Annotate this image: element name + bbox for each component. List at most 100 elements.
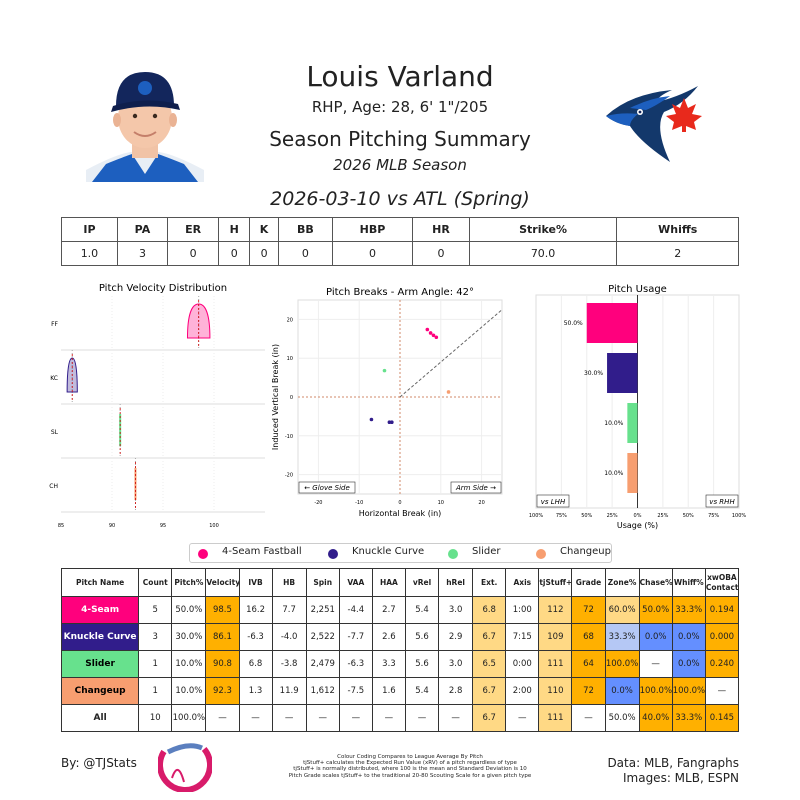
pitch-metric-cell: 33.3% <box>671 596 706 624</box>
stats-value-cell: 0 <box>412 241 470 266</box>
pitch-metric-cell: 112 <box>538 596 573 624</box>
pitch-table-header-cell: VAA <box>338 568 373 597</box>
footnote-line: tjStuff+ calculates the Expected Run Val… <box>303 760 517 767</box>
stats-header-row: IP PA ER H K BB HBP HR Strike% Whiffs <box>61 217 739 242</box>
pitch-metric-cell: 6.8 <box>238 650 273 678</box>
pitch-metric-cell: 5 <box>138 596 173 624</box>
pitch-metric-cell: -6.3 <box>238 623 273 651</box>
arm-side-label: Arm Side → <box>455 484 496 492</box>
pitch-metric-cell: — <box>404 704 440 732</box>
velocity-row-label: CH <box>49 483 58 490</box>
break-point <box>446 390 451 394</box>
usage-bar-label: 30.0% <box>584 370 603 377</box>
pitch-metric-cell: 50.0% <box>171 596 207 624</box>
legend-marker <box>448 549 458 559</box>
velocity-x-tick: 95 <box>160 523 166 529</box>
pitch-metric-cell: 109 <box>538 623 573 651</box>
pitch-metric-cell: — <box>238 704 273 732</box>
pitch-metric-cell: 90.8 <box>205 650 240 678</box>
pitch-metric-cell: 72 <box>571 596 606 624</box>
tjstats-logo <box>158 738 212 792</box>
pitch-metric-cell: 3.3 <box>371 650 406 678</box>
vs-rhh-box <box>705 494 739 508</box>
season-label: 2026 MLB Season <box>333 156 467 174</box>
pitch-table-header-cell: HB <box>271 568 307 597</box>
pitch-breaks-chart: Pitch Breaks - Arm Angle: 42° -20 -10 0 10 20… <box>271 287 503 518</box>
usage-chart-title: Pitch Usage <box>608 284 667 295</box>
legend-marker <box>198 549 208 559</box>
pitch-metric-cell: 1:00 <box>505 596 540 624</box>
glove-side-label: ← Glove Side <box>304 484 350 492</box>
pitch-table-header-cell: Spin <box>305 568 340 597</box>
pitch-usage-chart: Pitch Usage 50.0% 30.0% 10.0% 10.0% 100% 75% 50… <box>529 284 747 530</box>
pitch-table-header-cell: Ext. <box>472 568 507 597</box>
velocity-row-label: SL <box>51 429 59 436</box>
pitch-metric-cell: 3 <box>138 623 173 651</box>
usage-bar-label: 10.0% <box>604 420 623 427</box>
usage-bar-label: 10.0% <box>604 470 623 477</box>
player-info: RHP, Age: 28, 6' 1"/205 <box>311 98 489 116</box>
pitch-name-cell: Knuckle Curve <box>60 623 140 651</box>
pitch-metric-cell: 0.194 <box>704 596 740 624</box>
velocity-distribution-chart: Pitch Velocity Distribution FF KC SL CH 85 90 9… <box>49 283 265 529</box>
legend-label: 4-Seam Fastball <box>222 546 302 557</box>
break-x-tick: 0 <box>398 500 401 506</box>
byline: By: @TJStats <box>61 756 137 770</box>
stats-value-cell: 0 <box>218 241 251 266</box>
pitch-metric-cell: — <box>438 704 474 732</box>
pitch-metric-cell: 2.8 <box>438 677 474 705</box>
usage-x-tick: 75% <box>708 513 719 519</box>
glove-side-box <box>298 481 356 494</box>
vs-lhh-box <box>536 494 570 508</box>
pitch-name-cell: Slider <box>60 650 140 678</box>
pitch-metric-cell: 72 <box>571 677 606 705</box>
pitch-metric-cell: 50.0% <box>638 596 673 624</box>
velocity-chart-title: Pitch Velocity Distribution <box>99 283 227 294</box>
footnote-line: Colour Coding Compares to League Average… <box>337 754 483 760</box>
usage-x-tick: 50% <box>581 513 592 519</box>
break-chart-title: Pitch Breaks - Arm Angle: 42° <box>326 287 474 298</box>
pitch-metric-cell: 100.0% <box>171 704 207 732</box>
stats-header-cell: HBP <box>331 217 414 242</box>
pitch-metric-cell: 10.0% <box>171 650 207 678</box>
stats-value-cell: 3 <box>116 241 168 266</box>
summary-title: Season Pitching Summary <box>269 127 531 151</box>
stats-value-cell: 70.0 <box>468 241 618 266</box>
pitch-metric-cell: 1.6 <box>371 677 406 705</box>
velocity-x-tick: 85 <box>58 523 64 529</box>
pitch-metric-cell: — <box>305 704 340 732</box>
stats-header-cell: H <box>218 217 251 242</box>
pitch-table-header-cell: Pitch% <box>171 568 207 597</box>
break-point <box>434 335 439 340</box>
velocity-row-label: KC <box>50 375 58 382</box>
stats-value-cell: 2 <box>616 241 739 266</box>
pitch-table-row: All 10 100.0% — — — — — — — —6.7—111—50.0% 40.0% 33.… <box>60 704 740 732</box>
pitch-metric-cell: -3.8 <box>271 650 307 678</box>
break-point <box>390 420 394 425</box>
pitch-metric-cell: 100.0% <box>604 650 640 678</box>
legend-label: Knuckle Curve <box>352 546 425 557</box>
pitch-metric-cell: 0:00 <box>505 650 540 678</box>
pitch-metric-cell: 0.145 <box>704 704 740 732</box>
pitch-metric-cell: 10 <box>138 704 173 732</box>
pitch-metric-cell: -4.0 <box>271 623 307 651</box>
break-y-label: Induced Vertical Break (in) <box>271 344 280 450</box>
pitch-metric-cell: 0.0% <box>671 650 706 678</box>
stats-header-cell: PA <box>116 217 168 242</box>
pitch-metric-cell: 2.7 <box>371 596 406 624</box>
pitch-metric-cell: 111 <box>538 704 573 732</box>
pitch-metric-cell: 2.6 <box>371 623 406 651</box>
pitch-metric-cell: 68 <box>571 623 606 651</box>
pitch-metric-cell: 6.5 <box>472 650 507 678</box>
stats-header-cell: K <box>249 217 279 242</box>
pitch-metric-cell: 2,479 <box>305 650 340 678</box>
pitch-name-cell: 4-Seam <box>60 596 140 624</box>
pitch-table-header-cell: tjStuff+ <box>538 568 573 597</box>
pitch-metric-cell: 11.9 <box>271 677 307 705</box>
pitch-metric-cell: — <box>371 704 406 732</box>
stats-value-cell: 0 <box>331 241 414 266</box>
pitch-metric-cell: — <box>505 704 540 732</box>
game-title: 2026-03-10 vs ATL (Spring) <box>270 188 530 210</box>
pitch-metric-cell: 2,251 <box>305 596 340 624</box>
pitch-table-header-cell: Grade <box>571 568 606 597</box>
